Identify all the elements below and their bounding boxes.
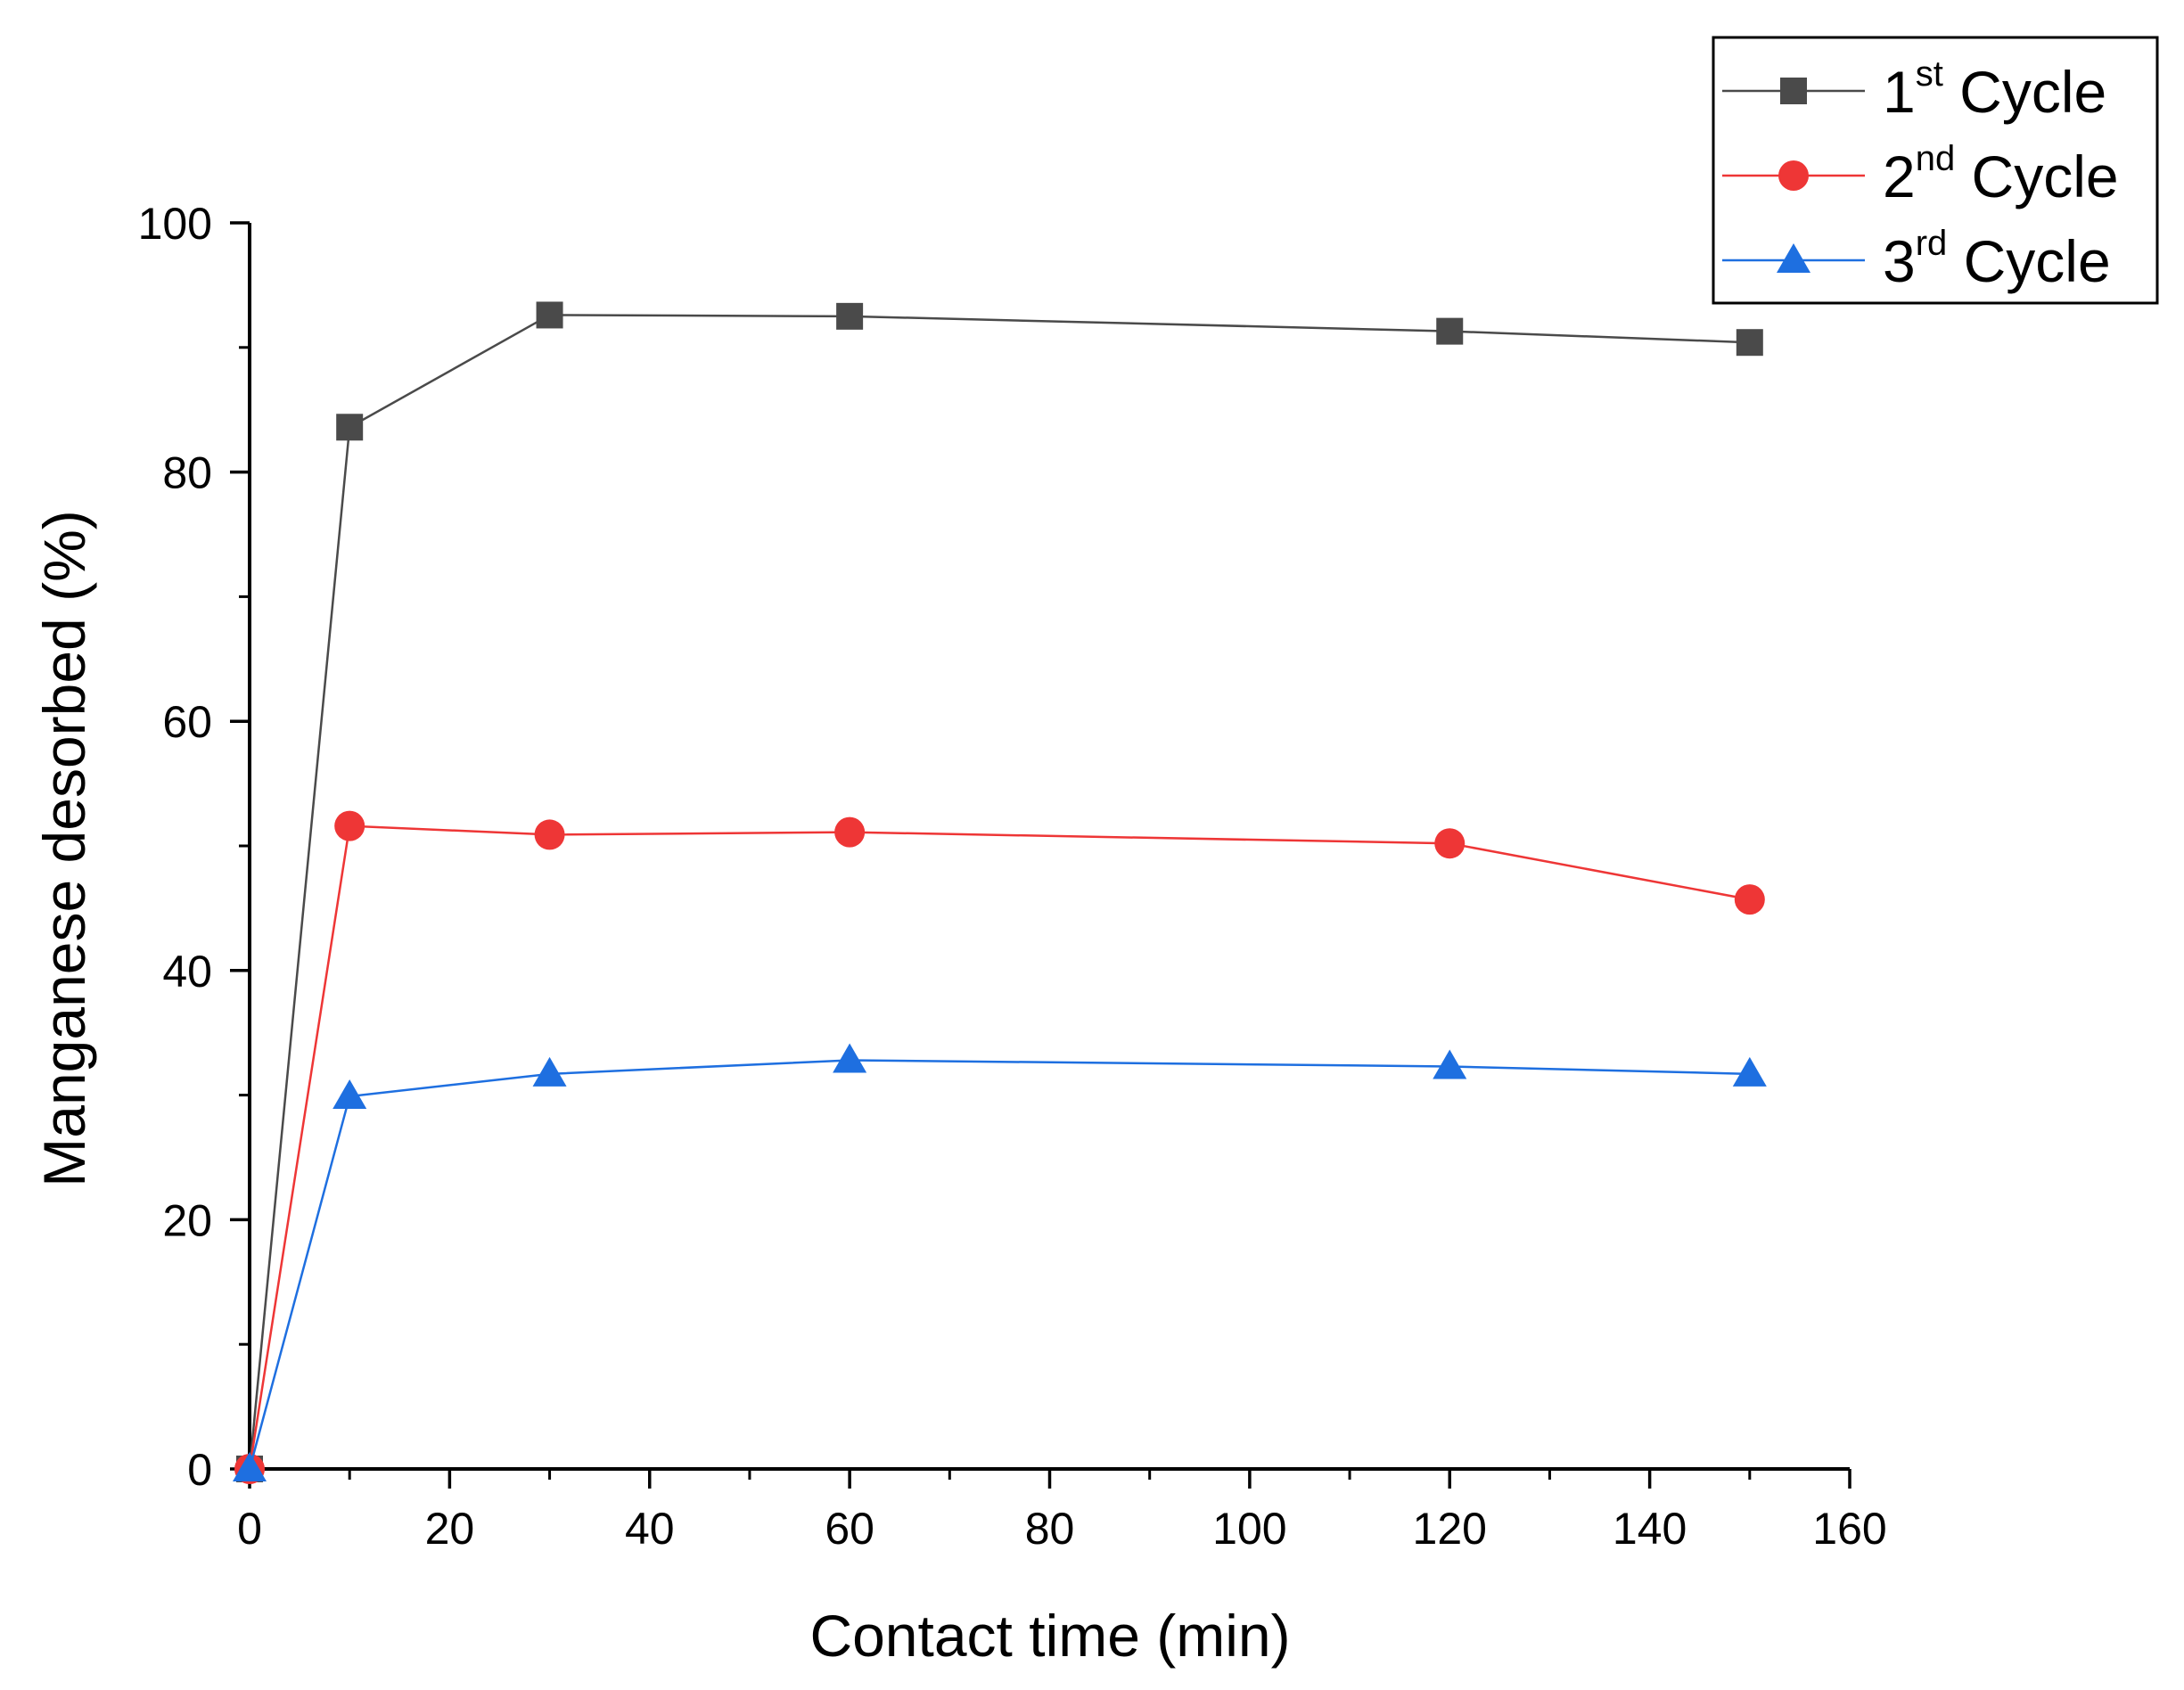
data-point-3 <box>233 1452 267 1481</box>
x-tick-label: 60 <box>825 1504 874 1554</box>
data-point-3 <box>1433 1049 1467 1079</box>
x-tick-label: 140 <box>1613 1504 1687 1554</box>
series-1 <box>236 301 1763 1482</box>
axes: 0 20 40 60 80 100 120 140 160 0 20 40 60 80 100 <box>138 199 1887 1554</box>
data-point-2 <box>1434 828 1466 859</box>
y-tick-label: 80 <box>162 448 212 498</box>
legend-marker-1 <box>1780 78 1807 104</box>
data-point-3 <box>532 1056 567 1087</box>
data-point-2 <box>334 810 365 841</box>
x-tick-label: 0 <box>237 1504 262 1554</box>
y-tick-label: 100 <box>138 199 212 249</box>
x-tick-label: 120 <box>1413 1504 1487 1554</box>
data-point-2 <box>1734 884 1765 915</box>
legend-marker-2 <box>1778 160 1809 191</box>
data-point-2 <box>834 816 866 848</box>
y-tick-label: 20 <box>162 1195 212 1245</box>
y-tick-label: 40 <box>162 947 212 997</box>
y-tick-label: 60 <box>162 697 212 747</box>
series-line-3 <box>248 1059 1750 1470</box>
x-tick-label: 160 <box>1812 1504 1886 1554</box>
x-tick-label: 80 <box>1025 1504 1075 1554</box>
data-point-2 <box>534 819 565 850</box>
data-point-3 <box>833 1043 867 1073</box>
x-tick-label: 20 <box>425 1504 475 1554</box>
x-tick-label: 100 <box>1212 1504 1286 1554</box>
y-axis-title: Manganese desorbed (%) <box>31 510 97 1186</box>
series-line-2 <box>248 824 1751 1470</box>
x-axis-title: Contact time (min) <box>809 1603 1290 1669</box>
data-point-1 <box>336 414 364 441</box>
legend-label-3: 3rd Cycle <box>1883 224 2111 294</box>
data-point-3 <box>1732 1056 1767 1087</box>
y-tick-label: 0 <box>187 1445 212 1495</box>
x-tick-label: 40 <box>625 1504 675 1554</box>
series-layer <box>233 301 1767 1484</box>
data-point-1 <box>1736 329 1763 357</box>
legend: 1st Cycle 2nd Cycle 3rd Cycle <box>1712 36 2159 305</box>
legend-label-1: 1st Cycle <box>1883 54 2106 125</box>
data-point-3 <box>333 1079 367 1109</box>
legend-label-2: 2nd Cycle <box>1883 139 2119 209</box>
data-point-1 <box>536 301 563 329</box>
legend-marker-3 <box>1777 243 1810 273</box>
series-3 <box>233 1043 1767 1481</box>
data-point-1 <box>836 302 864 330</box>
data-point-1 <box>1436 317 1464 345</box>
series-line-1 <box>248 314 1750 1470</box>
